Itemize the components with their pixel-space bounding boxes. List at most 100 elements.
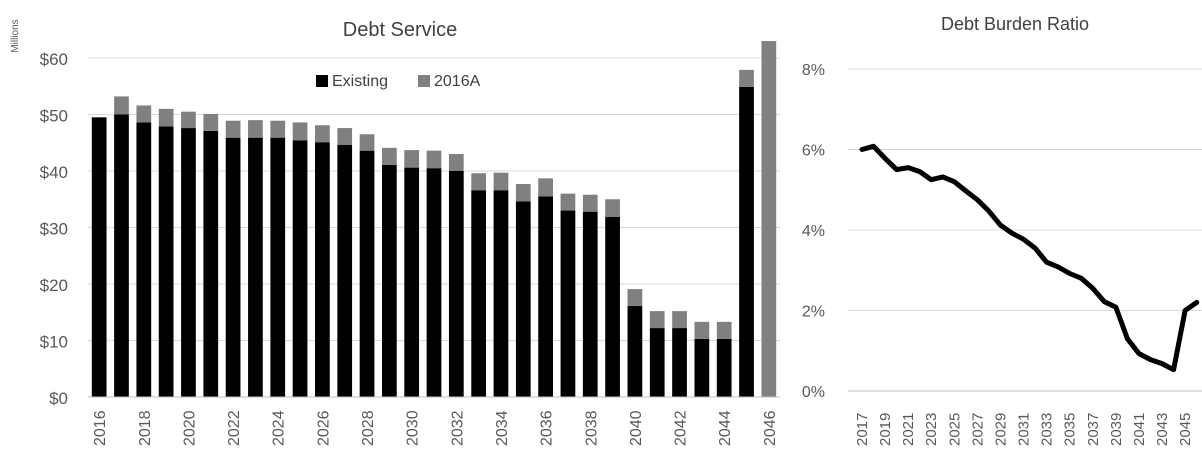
legend-label-2016a: 2016A <box>434 73 481 90</box>
bar-existing-2022 <box>226 138 241 397</box>
y-tick-label: $0 <box>49 389 68 408</box>
x-tick-label: 2020 <box>181 410 198 446</box>
bar-2016a-2038 <box>583 195 598 212</box>
debt-service-svg: Millions Debt Service $0$10$20$30$40$50$… <box>0 0 790 452</box>
bar-2016a-2024 <box>270 121 285 138</box>
ratio-line <box>862 146 1197 369</box>
x-tick-label: 2018 <box>137 410 154 446</box>
bar-2016a-2022 <box>226 121 241 138</box>
x-tick-label: 2037 <box>1085 413 1102 446</box>
x-tick-label: 2040 <box>628 410 645 446</box>
x-tick-label: 2042 <box>673 410 690 446</box>
bar-2016a-2042 <box>672 311 687 328</box>
x-tick-label: 2034 <box>494 410 511 446</box>
x-tick-label: 2025 <box>946 413 963 446</box>
x-tick-label: 2028 <box>360 410 377 446</box>
bar-2016a-2043 <box>695 322 710 339</box>
bar-existing-2039 <box>605 217 620 397</box>
x-tick-label: 2017 <box>854 413 871 446</box>
bar-existing-2016 <box>92 117 107 397</box>
bar-existing-2027 <box>337 145 352 397</box>
x-tick-label: 2022 <box>226 410 243 446</box>
y-tick-label: 2% <box>802 304 825 321</box>
x-tick-label: 2041 <box>1131 413 1148 446</box>
x-tick-label: 2019 <box>877 413 894 446</box>
bar-existing-2023 <box>248 138 263 397</box>
bar-2016a-2039 <box>605 199 620 217</box>
bar-existing-2017 <box>114 115 129 398</box>
y-tick-label: $50 <box>40 107 68 126</box>
bar-existing-2038 <box>583 212 598 397</box>
y-tick-label: 0% <box>802 384 825 401</box>
bar-2016a-2041 <box>650 311 665 328</box>
x-tick-label: 2043 <box>1154 413 1171 446</box>
legend-swatch-2016a <box>418 75 430 87</box>
y-tick-label: $30 <box>40 220 68 239</box>
y-axis-tick-labels: 0% 2% 4% 6% 8% <box>802 62 825 401</box>
bar-2016a-2017 <box>114 96 129 114</box>
bar-2016a-2045 <box>739 70 754 87</box>
x-tick-label: 2023 <box>923 413 940 446</box>
x-tick-label: 2026 <box>315 410 332 446</box>
x-axis-tick-labels: 2017 2019 2021 2023 2025 2027 2029 2031 2033 2035… <box>854 413 1194 446</box>
bar-2016a-2040 <box>628 289 643 306</box>
bar-existing-2020 <box>181 128 196 397</box>
x-tick-label: 2033 <box>1039 413 1056 446</box>
x-tick-label: 2045 <box>1177 413 1194 446</box>
x-tick-label: 2039 <box>1108 413 1125 446</box>
y-tick-label: $10 <box>40 333 68 352</box>
x-tick-label: 2044 <box>717 410 734 446</box>
bar-2016a-2028 <box>360 134 375 150</box>
bar-existing-2042 <box>672 328 687 397</box>
bar-2016a-2046 <box>761 41 776 397</box>
y-tick-label: $40 <box>40 163 68 182</box>
bar-existing-2037 <box>561 211 576 397</box>
bar-existing-2024 <box>270 138 285 397</box>
bar-2016a-2021 <box>203 114 218 131</box>
bar-2016a-2019 <box>159 109 174 127</box>
bar-2016a-2018 <box>136 105 151 122</box>
x-tick-label: 2035 <box>1062 413 1079 446</box>
bar-existing-2026 <box>315 142 330 397</box>
bar-2016a-2032 <box>449 154 464 171</box>
x-tick-label: 2046 <box>762 410 779 446</box>
x-tick-label: 2027 <box>969 413 986 446</box>
bar-existing-2032 <box>449 171 464 397</box>
bar-2016a-2027 <box>337 128 352 145</box>
bar-2016a-2044 <box>717 322 732 339</box>
chart-title: Debt Burden Ratio <box>941 14 1089 34</box>
bar-existing-2043 <box>695 339 710 397</box>
bar-2016a-2020 <box>181 112 196 128</box>
debt-burden-svg: Debt Burden Ratio 0% 2% 4% 6% 8% 2017 2019 202… <box>790 0 1202 452</box>
gridlines <box>848 69 1202 311</box>
bar-existing-2029 <box>382 165 397 397</box>
x-tick-label: 2029 <box>992 413 1009 446</box>
x-tick-label: 2038 <box>583 410 600 446</box>
legend-swatch-existing <box>316 75 328 87</box>
bar-existing-2025 <box>293 140 308 397</box>
x-tick-label: 2030 <box>405 410 422 446</box>
bar-2016a-2035 <box>516 184 531 202</box>
bar-existing-2018 <box>136 122 151 397</box>
x-tick-label: 2024 <box>271 410 288 446</box>
y-tick-label: $60 <box>40 50 68 69</box>
bar-existing-2033 <box>471 190 486 397</box>
bar-existing-2028 <box>360 151 375 397</box>
x-axis-tick-labels: 2016 2018 2020 2022 2024 2026 2028 2030 2032 2034… <box>92 410 779 446</box>
x-tick-label: 2016 <box>92 410 109 446</box>
bar-2016a-2029 <box>382 148 397 165</box>
bar-existing-2036 <box>538 196 553 397</box>
bars <box>92 41 776 397</box>
x-tick-label: 2031 <box>1016 413 1033 446</box>
bar-2016a-2033 <box>471 173 486 190</box>
y-tick-label: $20 <box>40 276 68 295</box>
units-label: Millions <box>10 19 21 52</box>
bar-2016a-2030 <box>404 150 419 168</box>
bar-2016a-2023 <box>248 120 263 138</box>
y-tick-label: 4% <box>802 223 825 240</box>
x-tick-label: 2032 <box>449 410 466 446</box>
bar-existing-2045 <box>739 87 754 397</box>
debt-burden-ratio-chart: Debt Burden Ratio 0% 2% 4% 6% 8% 2017 2019 202… <box>790 0 1202 452</box>
bar-existing-2044 <box>717 339 732 397</box>
x-tick-label: 2036 <box>539 410 556 446</box>
